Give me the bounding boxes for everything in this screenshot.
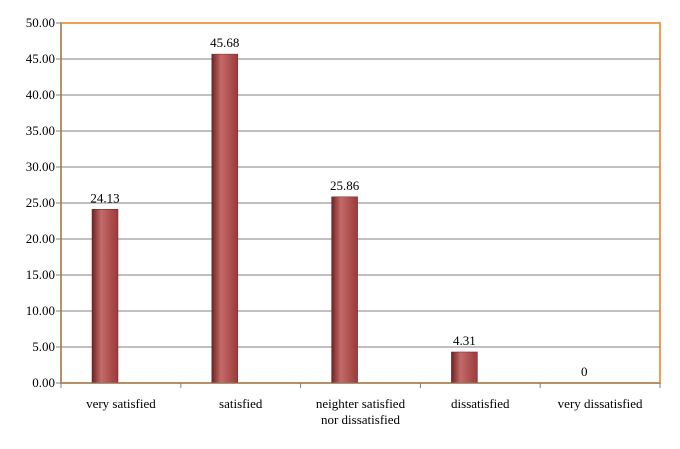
data-label: 25.86	[330, 178, 360, 193]
y-tick-label: 40.00	[26, 87, 55, 102]
x-category-label-line: dissatisfied	[451, 396, 510, 411]
x-category-label: very dissatisfied	[558, 396, 643, 411]
data-label: 4.31	[453, 333, 476, 348]
x-category-label-line: satisfied	[219, 396, 263, 411]
y-tick-label: 35.00	[26, 123, 55, 138]
bars	[91, 53, 478, 384]
y-tick-label: 25.00	[26, 195, 55, 210]
gridlines	[61, 58, 660, 348]
bar	[91, 209, 119, 384]
y-tick-label: 45.00	[26, 51, 55, 66]
x-category-label-line: neighter satisfied	[316, 396, 406, 411]
x-category-label-line: very satisfied	[86, 396, 156, 411]
bar	[211, 53, 239, 384]
x-category-label-line: nor dissatisfied	[321, 412, 401, 427]
y-tick-label: 0.00	[32, 375, 55, 390]
x-category-label: satisfied	[219, 396, 263, 411]
data-label: 24.13	[90, 190, 119, 205]
data-label: 0	[581, 364, 588, 379]
y-tick-label: 5.00	[32, 339, 55, 354]
y-tick-label: 15.00	[26, 267, 55, 282]
x-category-label: neighter satisfied nor dissatisfied	[316, 396, 406, 427]
data-label: 45.68	[210, 35, 239, 50]
y-tick-label: 30.00	[26, 159, 55, 174]
bar	[451, 351, 478, 384]
x-category-label: dissatisfied	[451, 396, 510, 411]
y-axis: 0.00 5.00 10.00 15.00 20.00 25.00 30.00 35.00 40…	[26, 15, 62, 390]
y-tick-label: 20.00	[26, 231, 55, 246]
bar	[331, 196, 358, 384]
y-tick-label: 50.00	[26, 15, 55, 30]
x-category-label: very satisfied	[86, 396, 156, 411]
x-category-label-line: very dissatisfied	[558, 396, 643, 411]
data-labels: 24.13 45.68 25.86 4.31 0	[90, 35, 587, 379]
x-axis: very satisfied satisfied neighter satisfie…	[60, 382, 661, 427]
y-tick-label: 10.00	[26, 303, 55, 318]
